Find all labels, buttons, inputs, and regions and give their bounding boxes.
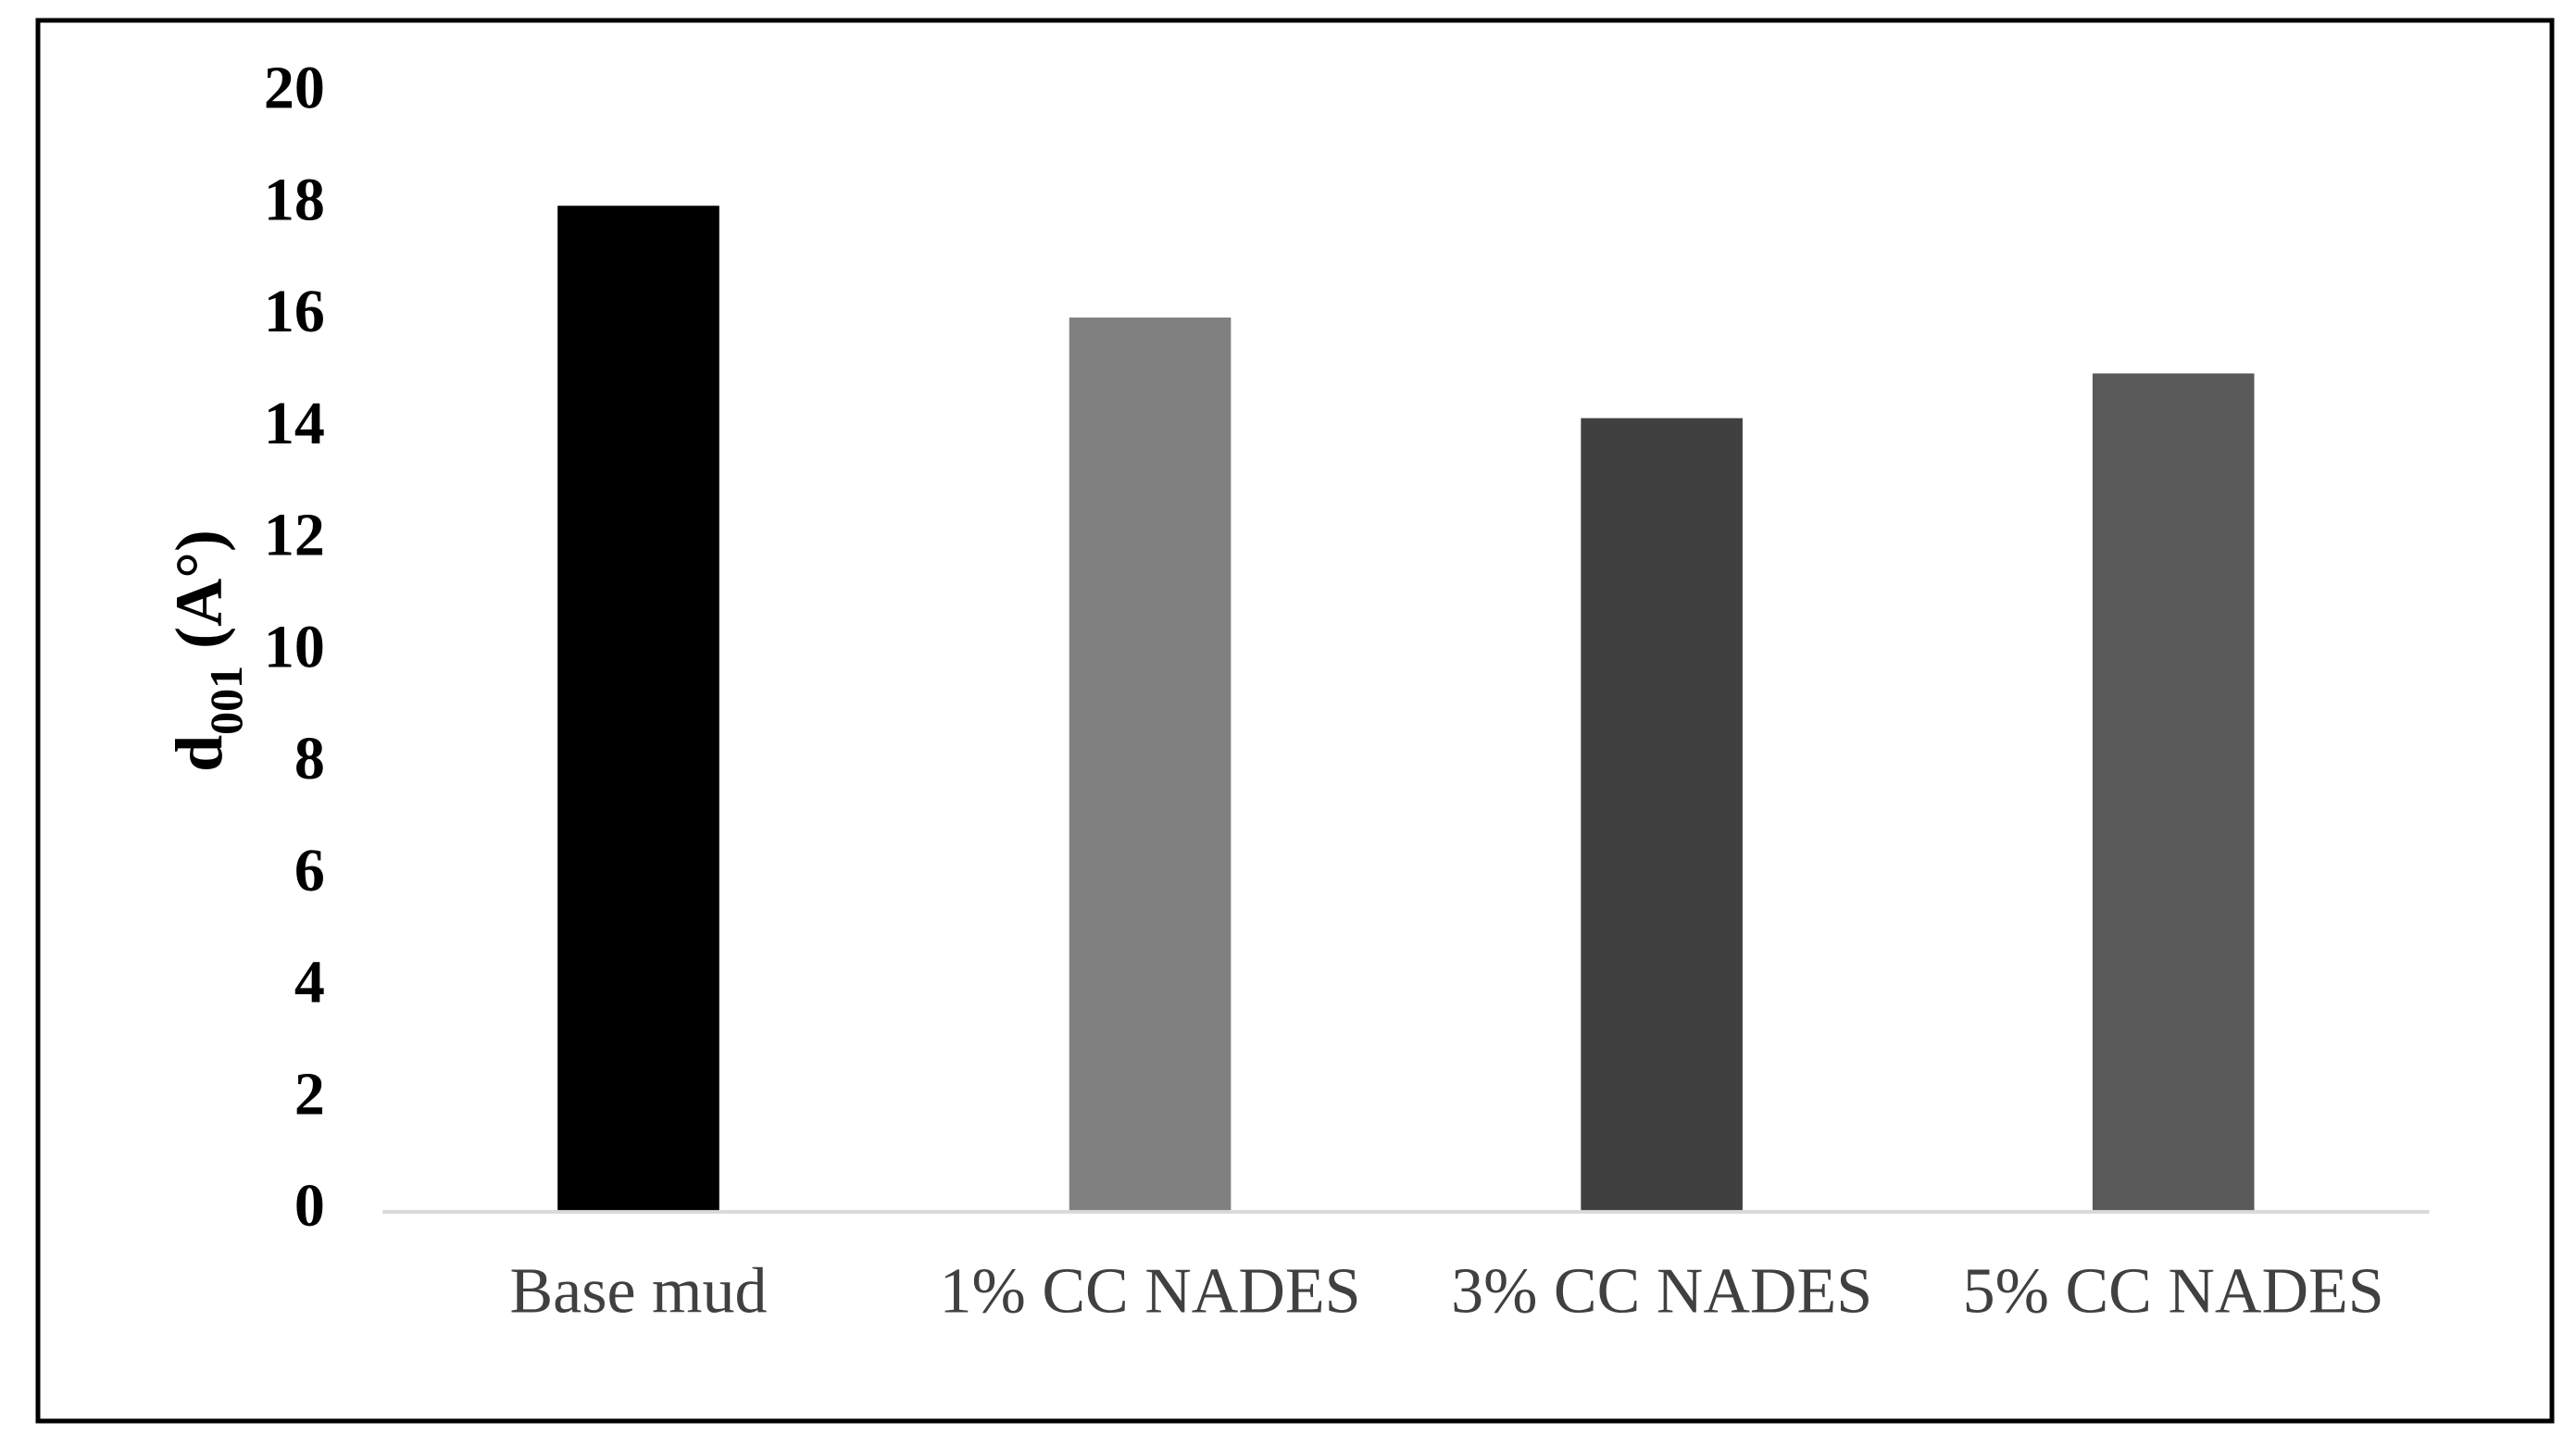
bar — [2092, 373, 2255, 1213]
x-tick-label: 3% CC NADES — [1451, 1256, 1872, 1328]
y-tick-label: 2 — [294, 1060, 325, 1128]
y-tick-label: 20 — [264, 55, 325, 122]
y-label-unit: (A°) — [162, 530, 236, 666]
bar — [1581, 418, 1743, 1213]
y-tick-label: 0 — [294, 1172, 325, 1240]
y-label-main: d — [162, 735, 236, 772]
y-tick-label: 8 — [294, 725, 325, 792]
bar — [1069, 318, 1232, 1213]
y-tick-label: 16 — [264, 278, 325, 345]
x-tick-label: 5% CC NADES — [1963, 1256, 2384, 1328]
y-tick-label: 14 — [264, 390, 325, 457]
y-tick-label: 10 — [264, 613, 325, 680]
bar — [557, 206, 719, 1213]
y-label-subscript: 001 — [200, 666, 252, 735]
y-tick-label: 18 — [264, 166, 325, 233]
x-tick-label: Base mud — [509, 1256, 767, 1328]
x-tick-label: 1% CC NADES — [940, 1256, 1361, 1328]
y-axis-label: d001 (A°) — [162, 530, 253, 772]
y-tick-label: 12 — [264, 502, 325, 569]
y-tick-label: 6 — [294, 837, 325, 904]
y-tick-label: 4 — [294, 949, 325, 1016]
